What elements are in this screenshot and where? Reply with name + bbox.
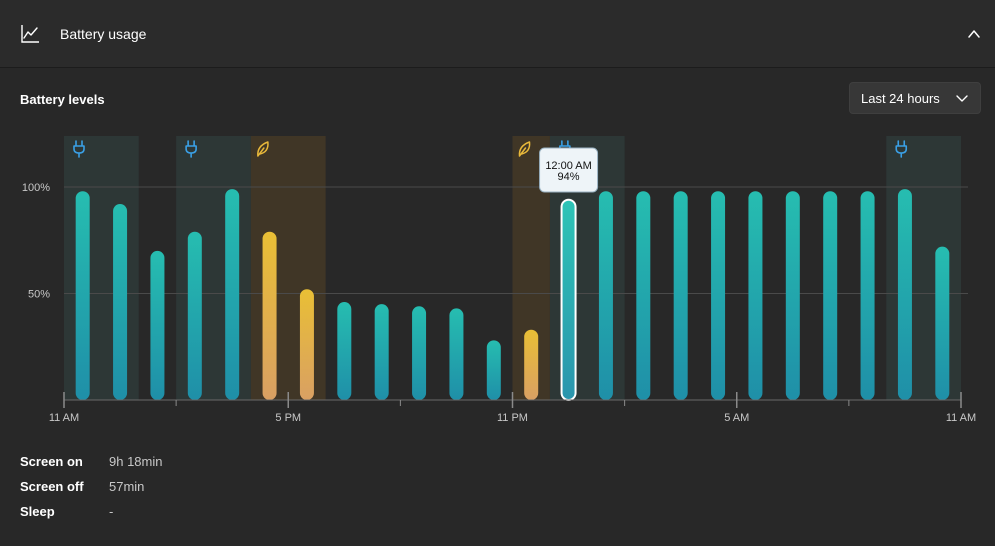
tooltip-value: 94% <box>558 171 580 183</box>
battery-bar[interactable] <box>897 189 912 400</box>
stat-label: Screen off <box>20 479 84 494</box>
battery-saver-band <box>250 136 326 400</box>
battery-bar[interactable] <box>785 191 800 400</box>
tooltip-time: 12:00 AM <box>545 160 591 172</box>
plug-icon <box>559 140 571 158</box>
battery-bar[interactable] <box>486 340 501 400</box>
x-tick-label: 11 AM <box>946 412 976 424</box>
stat-value: 57min <box>109 479 145 494</box>
battery-bar[interactable] <box>299 289 314 400</box>
time-range-dropdown[interactable]: Last 24 hours <box>849 82 981 114</box>
battery-bar[interactable] <box>823 191 838 400</box>
plug-icon <box>73 140 85 158</box>
leaf-icon <box>518 141 531 157</box>
leaf-icon <box>257 141 269 157</box>
stat-value: - <box>109 504 114 519</box>
battery-bar[interactable] <box>636 191 651 400</box>
battery-bar[interactable] <box>748 191 763 400</box>
stat-label: Screen on <box>20 454 83 469</box>
battery-levels-chart-svg: 100% 50% 11 AM 5 PM 11 PM 5 AM 11 AM 12:00 AM… <box>22 136 976 424</box>
battery-bar[interactable] <box>150 250 165 400</box>
battery-levels-chart: 100% 50% 11 AM 5 PM 11 PM 5 AM 11 AM 12:00 AM… <box>0 120 995 435</box>
stat-value: 9h 18min <box>109 454 163 469</box>
battery-usage-title: Battery usage <box>60 26 147 42</box>
plug-icon <box>895 140 908 158</box>
battery-bar[interactable] <box>262 231 277 400</box>
battery-bar[interactable] <box>449 308 464 400</box>
time-range-value: Last 24 hours <box>861 91 940 106</box>
y-tick-label: 50% <box>28 289 50 301</box>
x-tick-label: 11 PM <box>497 412 528 424</box>
battery-bar[interactable] <box>524 329 539 400</box>
line-chart-icon <box>21 25 39 43</box>
battery-bar[interactable] <box>374 304 389 400</box>
battery-bar[interactable] <box>711 191 726 400</box>
battery-bar[interactable] <box>225 189 240 400</box>
x-tick-label: 5 PM <box>275 412 301 424</box>
tooltip-box <box>539 147 599 193</box>
battery-bar[interactable] <box>187 231 202 400</box>
battery-bar[interactable] <box>598 191 613 400</box>
battery-bar[interactable] <box>113 204 128 400</box>
battery-bar[interactable] <box>337 302 352 400</box>
charging-band <box>886 136 961 400</box>
stat-label: Sleep <box>20 504 55 519</box>
y-tick-label: 100% <box>22 182 50 194</box>
chevron-up-icon[interactable] <box>966 27 982 41</box>
x-tick-label: 11 AM <box>49 412 79 424</box>
battery-bar[interactable] <box>673 191 688 400</box>
battery-levels-title: Battery levels <box>20 92 105 107</box>
plug-icon <box>185 140 197 158</box>
battery-bar[interactable] <box>75 191 90 400</box>
chevron-down-icon <box>956 95 968 102</box>
battery-usage-header[interactable]: Battery usage <box>0 0 995 68</box>
battery-bar[interactable] <box>412 306 427 400</box>
battery-bar[interactable] <box>935 246 950 400</box>
battery-bar-selected[interactable] <box>560 198 577 401</box>
x-tick-label: 5 AM <box>724 412 749 424</box>
battery-bar[interactable] <box>860 191 875 400</box>
charging-band <box>176 136 251 400</box>
charging-band <box>64 136 139 400</box>
